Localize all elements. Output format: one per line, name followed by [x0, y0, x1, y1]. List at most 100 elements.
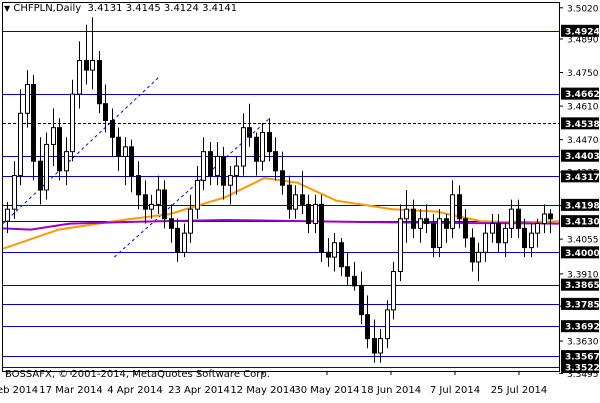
y-tick-label: 3.4890	[567, 35, 599, 45]
price-tag	[561, 246, 599, 259]
candle-body	[18, 112, 23, 177]
candle-body	[391, 271, 396, 311]
candle-body	[411, 208, 416, 229]
price-tag	[561, 278, 599, 291]
price-tag-label: 3.4538	[565, 120, 600, 130]
y-tick-label: 3.3495	[567, 370, 599, 380]
candle-body	[110, 119, 115, 138]
candle-body	[345, 266, 350, 277]
candle-body	[201, 151, 206, 181]
candle-body	[5, 208, 10, 222]
candle-body	[522, 227, 527, 249]
price-tag	[561, 117, 599, 130]
y-tick-label: 3.4470	[567, 136, 599, 146]
symbol-label: CHFPLN,Daily	[13, 3, 82, 14]
candle-body	[188, 208, 193, 234]
candle-body	[431, 223, 436, 249]
candle-body	[182, 232, 187, 253]
price-tag	[561, 87, 599, 100]
plot-border	[2, 2, 560, 372]
candle-body	[542, 213, 547, 225]
candle-body	[490, 223, 495, 234]
price-tag-label: 3.4000	[565, 249, 600, 259]
candle-body	[247, 127, 252, 138]
chevron-down-icon[interactable]: ▼	[4, 4, 11, 13]
candle-body	[44, 143, 49, 191]
candle-body	[365, 314, 370, 340]
candle-body	[359, 285, 364, 316]
candle-body	[457, 194, 462, 220]
price-tag-label: 3.4403	[565, 152, 600, 162]
candle-body	[509, 208, 514, 229]
price-tag-label: 3.4130	[565, 218, 600, 228]
x-tick-label: 17 Mar 2014	[39, 385, 102, 396]
candle-body	[352, 275, 357, 287]
candle-body	[156, 189, 161, 205]
candle-body	[169, 218, 174, 229]
candle-body	[221, 155, 226, 186]
price-tag-label: 3.3567	[565, 353, 600, 363]
x-tick-label: 30 May 2014	[294, 385, 359, 396]
candle-body	[31, 84, 36, 162]
candle-body	[143, 194, 148, 210]
y-tick-label: 3.4750	[567, 69, 599, 79]
symbol-header: ▼ CHFPLN,Daily 3.4131 3.4145 3.4124 3.41…	[4, 3, 237, 14]
price-tag	[561, 198, 599, 211]
price-tag	[561, 360, 599, 373]
candle-body	[339, 242, 344, 268]
candle-body	[463, 218, 468, 239]
horizontal-levels	[3, 31, 559, 368]
candle-body	[404, 208, 409, 220]
price-tag-label: 3.3522	[565, 363, 600, 373]
price-tag	[561, 149, 599, 162]
low-value: 3.4124	[163, 3, 199, 14]
candle-body	[287, 184, 292, 210]
candle-body	[535, 223, 540, 234]
candle-body	[51, 127, 56, 145]
candle-body	[149, 203, 154, 210]
candle-body	[25, 84, 30, 114]
candle-body	[57, 127, 62, 172]
price-tag-label: 3.3785	[565, 300, 600, 310]
price-tag-label: 3.3865	[565, 281, 600, 291]
candle-body	[267, 131, 272, 153]
price-tag	[561, 215, 599, 228]
candle-body	[372, 338, 377, 354]
y-tick-label: 3.4610	[567, 103, 599, 113]
candle-body	[90, 60, 95, 71]
candle-body	[476, 251, 481, 263]
price-tag-label: 3.4924	[565, 27, 600, 37]
candle-body	[260, 131, 265, 162]
x-tick-label: 26 Feb 2014	[0, 385, 38, 396]
candle-body	[313, 203, 318, 225]
price-tag	[561, 24, 599, 37]
candle-body	[175, 227, 180, 253]
x-tick-label: 23 Apr 2014	[168, 385, 230, 396]
candle-body	[293, 194, 298, 210]
candle-body	[300, 194, 305, 205]
candle-body	[241, 127, 246, 167]
candle-body	[70, 93, 75, 153]
candle-body	[103, 103, 108, 121]
candle-body	[306, 203, 311, 225]
candle-body	[77, 60, 82, 95]
candle-body	[450, 194, 455, 229]
x-tick-label: 18 Jun 2014	[361, 385, 421, 396]
price-tag-label: 3.4198	[565, 201, 600, 211]
price-tag-label: 3.4317	[565, 173, 600, 183]
candle-body	[64, 151, 69, 172]
candle-body	[136, 175, 141, 196]
candle-body	[503, 227, 508, 244]
candle-body	[129, 146, 134, 177]
price-tag	[561, 170, 599, 183]
ma-fast-line	[2, 176, 560, 250]
y-tick-label: 3.5020	[567, 4, 599, 14]
x-tick-label: 4 Apr 2014	[107, 385, 162, 396]
y-tick-label: 3.4055	[567, 236, 599, 246]
candles	[5, 17, 553, 363]
trend-line	[113, 117, 271, 258]
candle-body	[195, 179, 200, 210]
